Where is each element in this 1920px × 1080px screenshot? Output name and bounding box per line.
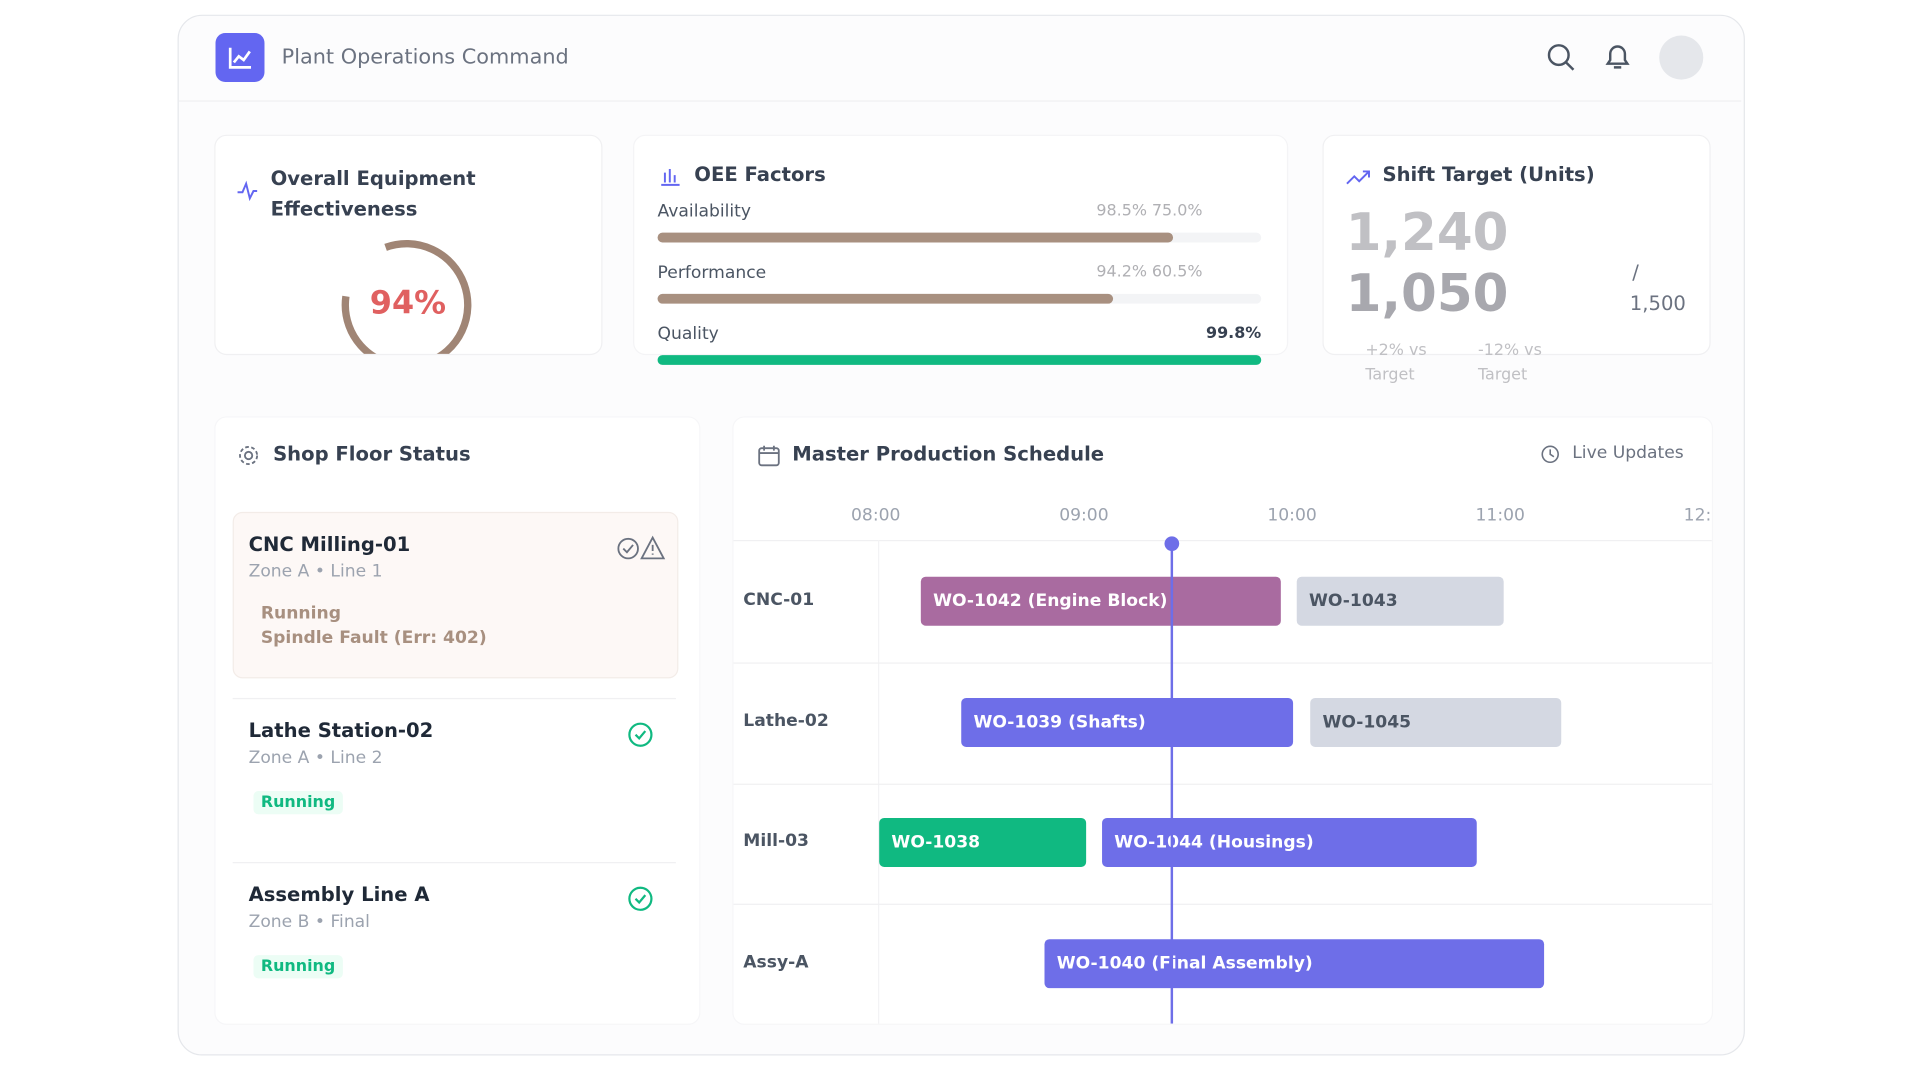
factors-title: OEE Factors — [694, 162, 826, 187]
factor-label: Quality — [657, 324, 719, 345]
trend-icon — [1346, 170, 1370, 185]
shift-actual: 1,240 — [1345, 202, 1509, 263]
factor-label: Performance — [657, 263, 767, 283]
factor-bar — [657, 232, 1174, 243]
alert-icons — [616, 535, 667, 567]
job-bar: WO-1038 — [879, 818, 1087, 868]
job-bar: WO-1039 (Shafts) — [961, 697, 1294, 747]
factor-bar — [657, 355, 1262, 365]
factor-value: 75.0% — [1151, 202, 1203, 221]
chart-icon — [661, 168, 680, 186]
machine-status: Running — [260, 603, 341, 624]
oee-title: Overall Equipment Effectiveness — [270, 166, 476, 221]
machine-divider — [232, 697, 676, 700]
job-bar: WO-1042 (Engine Block) — [920, 576, 1281, 626]
row-label: Assy-A — [743, 952, 809, 973]
shift-card: Shift Target (Units) 1,240 1,050 / 1,500… — [1322, 134, 1711, 384]
shift-delta: +2% vs Target — [1365, 341, 1427, 385]
time-label: 09:00 — [1059, 505, 1109, 526]
shift-target: 1,500 — [1629, 291, 1686, 315]
timeline: 08:00 09:00 10:00 11:00 12:00 CNC-01 WO-1042 (… — [733, 491, 1712, 1024]
oee-ring — [341, 240, 472, 354]
row-divider — [733, 904, 1712, 906]
bell-icon[interactable] — [1602, 42, 1634, 74]
factor-value: 60.5% — [1151, 263, 1203, 282]
machine-status: Running — [253, 791, 343, 815]
time-label: 12:00 — [1683, 505, 1712, 526]
machine-divider — [232, 862, 676, 864]
factor-value: 98.5% — [1096, 202, 1147, 221]
machine-name: CNC Milling-01 — [248, 532, 411, 556]
time-label: 11:00 — [1475, 505, 1525, 526]
gear-icon — [239, 446, 259, 466]
shop-floor-title: Shop Floor Status — [273, 442, 471, 466]
search-icon[interactable] — [1545, 42, 1577, 74]
machine-name: Lathe Station-02 — [248, 718, 434, 743]
factor-bar — [657, 293, 1114, 304]
factor-value: 94.2% — [1096, 263, 1147, 282]
timeline-start — [877, 540, 880, 1024]
now-line — [1170, 543, 1174, 1024]
clock-icon — [1541, 445, 1559, 464]
time-axis-line — [733, 540, 1712, 542]
machine-card-alert — [232, 511, 679, 679]
time-label: 10:00 — [1267, 505, 1317, 526]
machine-name: Assembly Line A — [248, 882, 430, 907]
machine-zone: Zone B • Final — [248, 912, 370, 932]
row-divider — [733, 662, 1712, 664]
machine-fault: Spindle Fault (Err: 402) — [260, 628, 487, 648]
factor-values: 98.5% 75.0% — [1091, 202, 1202, 220]
header-divider — [178, 100, 1742, 102]
shift-delta: -12% vs Target — [1477, 341, 1542, 385]
oee-card: Overall Equipment Effectiveness 94% — [214, 134, 603, 356]
app-title: Plant Operations Command — [281, 45, 569, 70]
schedule-title: Master Production Schedule — [792, 442, 1105, 466]
row-divider — [733, 783, 1712, 785]
factor-label: Availability — [657, 202, 752, 222]
avatar[interactable] — [1659, 35, 1704, 80]
job-bar: WO-1043 — [1296, 576, 1504, 626]
shift-actual: 1,050 — [1345, 263, 1509, 324]
pulse-icon — [237, 180, 258, 202]
row-label: Lathe-02 — [743, 711, 829, 731]
job-bar: WO-1040 (Final Assembly) — [1044, 939, 1545, 989]
factor-values: 94.2% 60.5% — [1091, 263, 1202, 281]
calendar-icon — [758, 445, 780, 467]
machine-status: Running — [253, 955, 343, 979]
oee-value: 94% — [369, 285, 447, 323]
job-bar: WO-1044 (Housings) — [1102, 818, 1477, 868]
row-label: Mill-03 — [743, 831, 809, 852]
factor-values: 99.8% — [1201, 324, 1261, 342]
machine-zone: Zone A • Line 1 — [248, 562, 383, 582]
job-bar: WO-1045 — [1310, 697, 1562, 747]
factors-card: OEE Factors — [633, 134, 1289, 356]
live-updates[interactable]: Live Updates — [1572, 443, 1684, 463]
schedule-panel: Master Production Schedule Live Updates … — [732, 416, 1714, 1025]
shift-separator: / — [1632, 260, 1639, 285]
factor-value: 99.8% — [1205, 324, 1262, 343]
shift-title: Shift Target (Units) — [1382, 162, 1595, 187]
logo[interactable] — [215, 33, 265, 83]
ok-icon — [627, 721, 654, 753]
now-dot — [1164, 536, 1180, 552]
row-label: CNC-01 — [743, 590, 815, 610]
time-label: 08:00 — [851, 505, 901, 526]
ok-icon — [627, 885, 654, 917]
machine-zone: Zone A • Line 2 — [248, 748, 383, 768]
